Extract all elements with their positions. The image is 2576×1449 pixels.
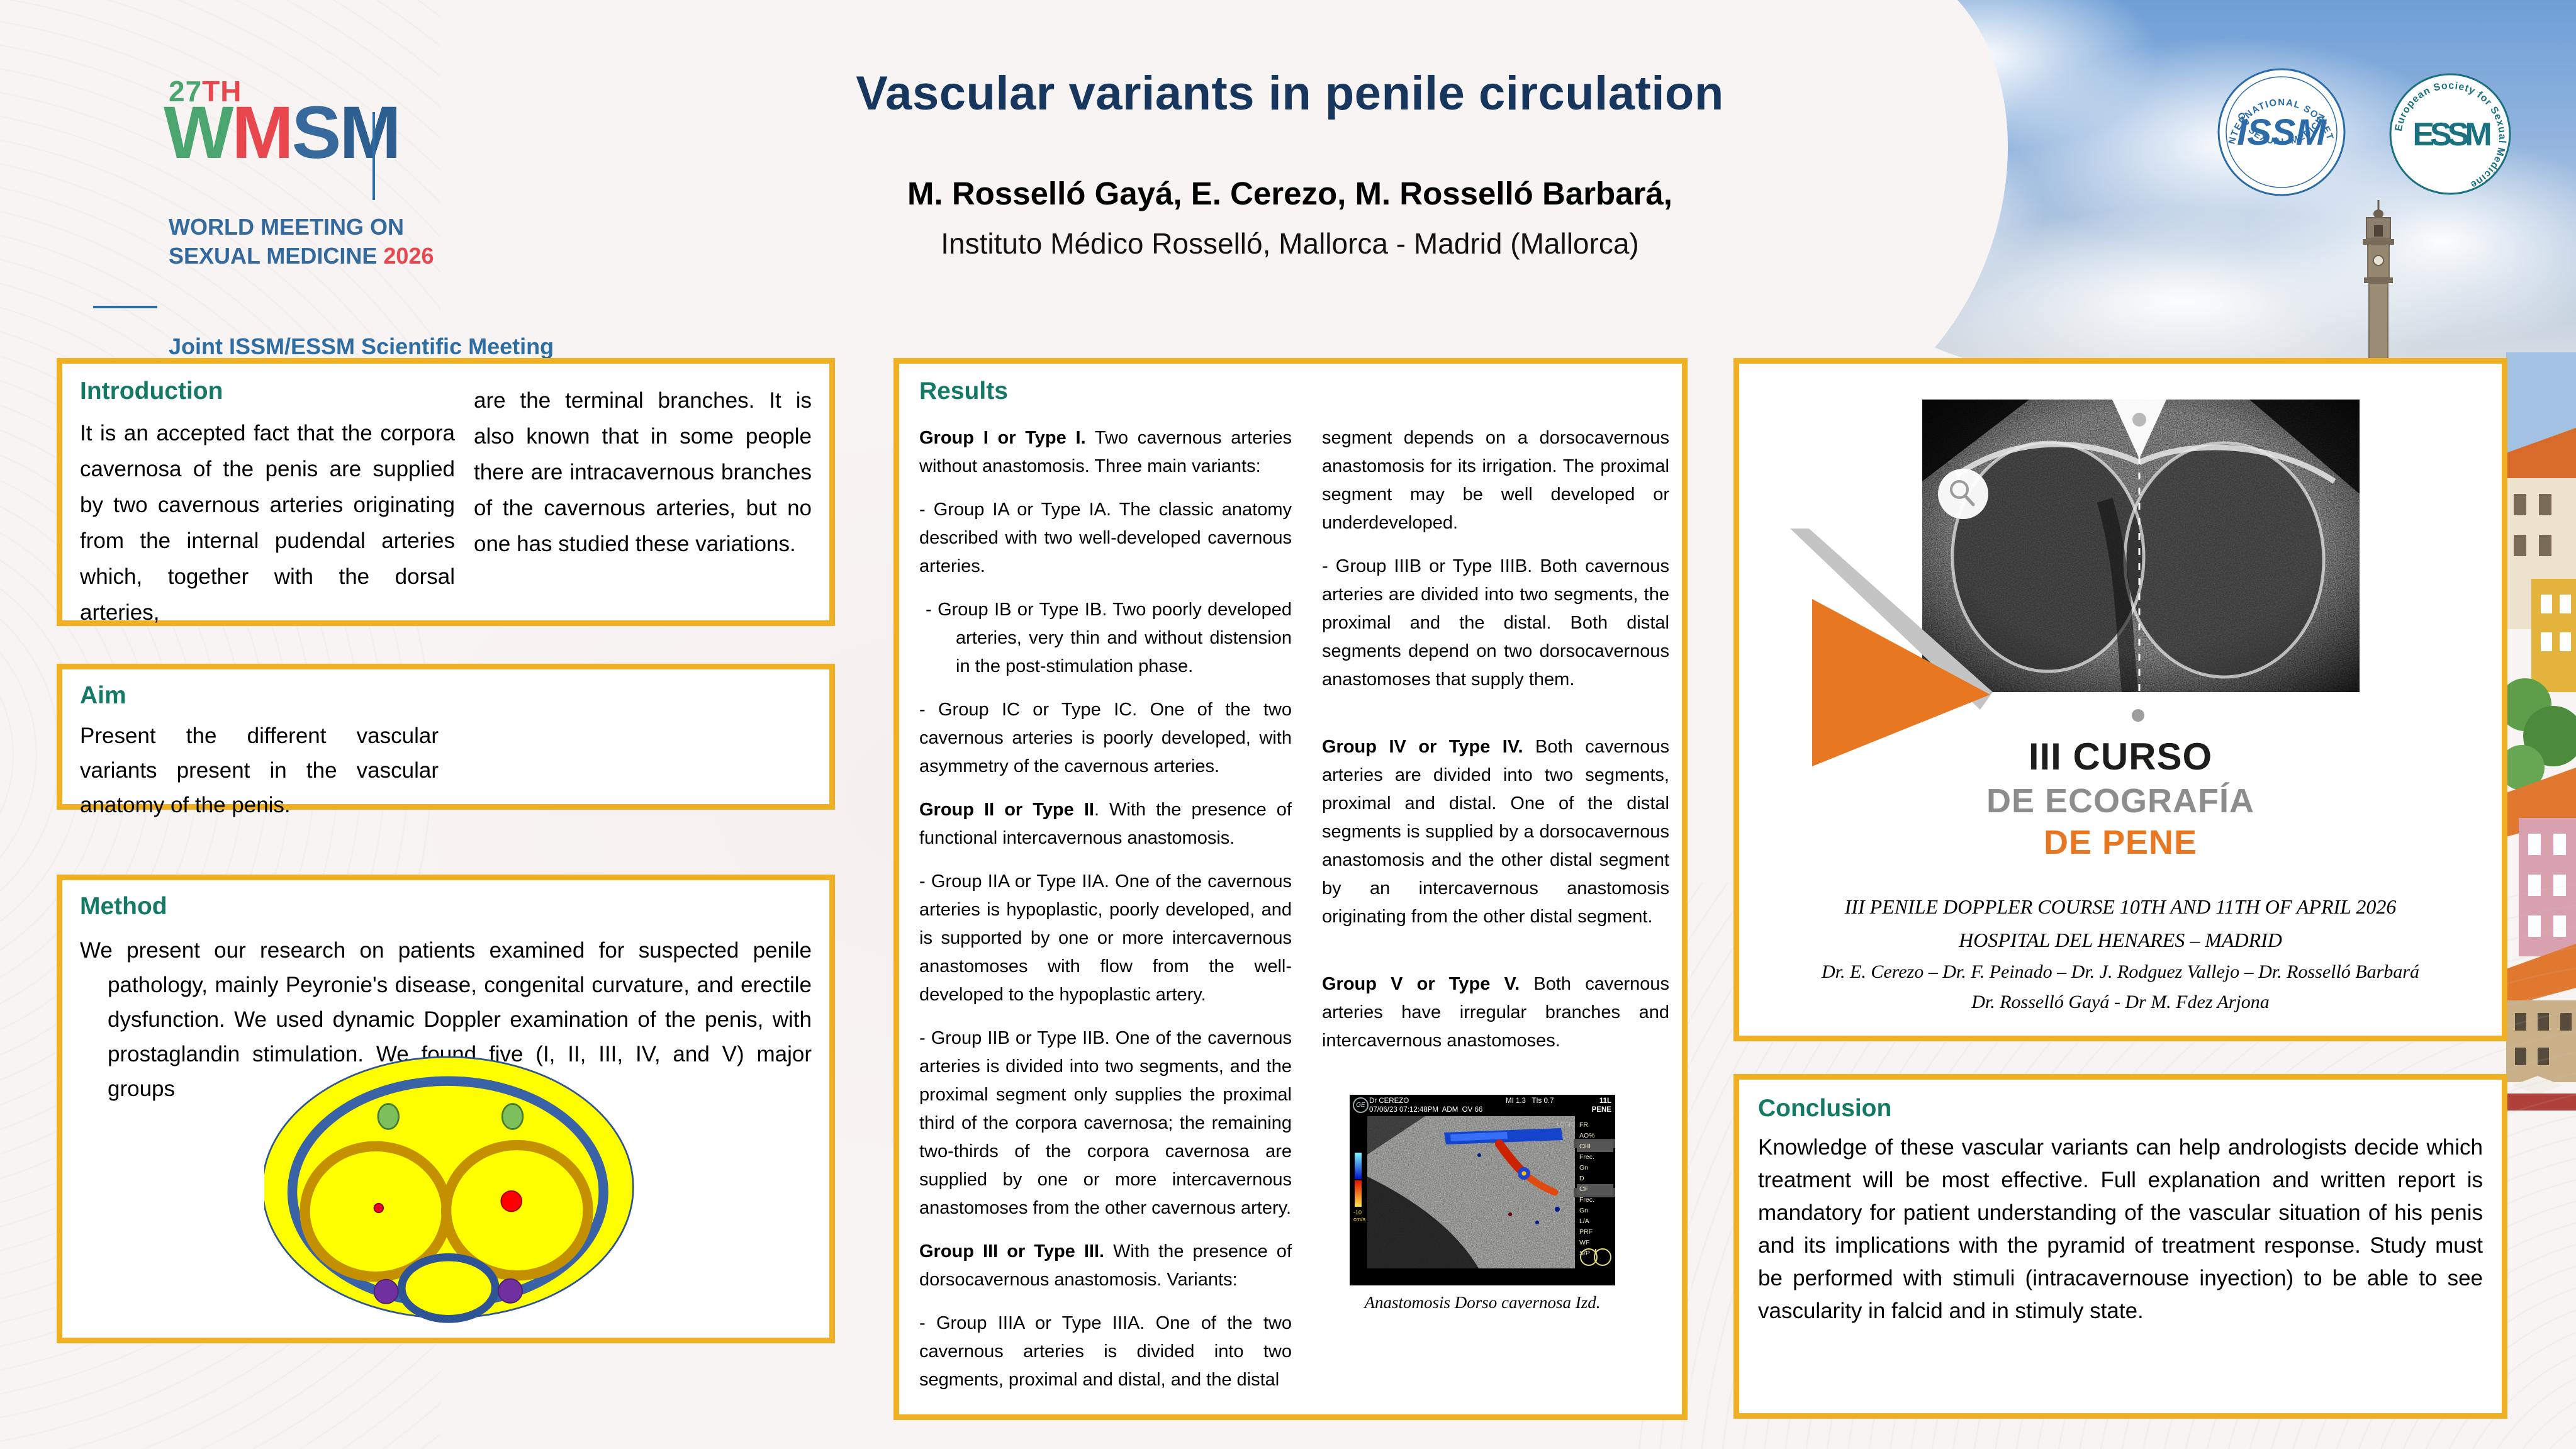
doppler-side-panel: FR AO% CHI Frec. Gn D CF Frec. Gn L/A PRF WF S/P: [1577, 1120, 1613, 1259]
tower-graphic: [2363, 200, 2394, 365]
results-paragraph: - Group IIA or Type IIA. One of the cave…: [919, 871, 1292, 1005]
introduction-box: Introduction It is an accepted fact that…: [57, 358, 835, 626]
doppler-side-label: CF: [1577, 1184, 1613, 1195]
doppler-graphic: [1350, 1095, 1615, 1285]
method-text: We present our research on patients exam…: [80, 938, 812, 1101]
penis-cross-section-diagram: [261, 1041, 642, 1340]
essm-center-text: ESSM: [2412, 116, 2490, 153]
introduction-heading: Introduction: [80, 378, 223, 405]
doppler-side-label: Gn: [1579, 1164, 1589, 1172]
aim-box: Aim Present the different vascular varia…: [57, 664, 835, 817]
results-paragraph: Group II or Type II. With the presence o…: [919, 800, 1292, 848]
wmsm-meeting-line: Joint ISSM/ESSM Scientific Meeting: [169, 333, 554, 359]
issm-center-text: ISSM: [2237, 112, 2327, 153]
results-column-2: segment depends on a dorsocavernous anas…: [1322, 424, 1669, 1070]
flyer-title-line-2: DE ECOGRAFÍA: [1986, 782, 2255, 820]
wmsm-rule: [93, 306, 157, 308]
cityscape-photo: [2499, 352, 2576, 1111]
flyer-course-line: III PENILE DOPPLER COURSE 10TH AND 11TH …: [1844, 895, 2397, 918]
wmsm-divider: [372, 112, 375, 200]
flyer-dot: [2132, 709, 2144, 722]
results-paragraph: Group III or Type III. With the presence…: [919, 1241, 1292, 1290]
flyer-faculty-line-1: Dr. E. Cerezo – Dr. F. Peinado – Dr. J. …: [1822, 961, 2419, 982]
flyer-hospital-line: HOSPITAL DEL HENARES – MADRID: [1959, 929, 2282, 951]
cityscape-graphic: [2499, 352, 2576, 1111]
method-heading: Method: [80, 893, 167, 920]
doppler-side-label: Frec.: [1579, 1153, 1594, 1161]
doppler-mi-tis: MI 1.3 TIs 0.7: [1506, 1097, 1554, 1105]
wmsm-edition: 27TH: [169, 75, 242, 108]
doppler-operator: Dr CEREZO: [1369, 1097, 1409, 1105]
wmsm-subtitle-2: SEXUAL MEDICINE 2026: [169, 243, 434, 269]
ge-logo: GE: [1353, 1097, 1369, 1113]
results-column-1: Group I or Type I. Two cavernous arterie…: [919, 424, 1292, 1409]
method-box: Method We present our research on patien…: [57, 875, 835, 1343]
results-paragraph: segment depends on a dorsocavernous anas…: [1322, 428, 1669, 533]
doppler-figure: GE Dr CEREZO 07/06/23 07:12:48PM ADM OV …: [1350, 1095, 1615, 1312]
results-paragraph: Group V or Type V. Both cavernous arteri…: [1322, 974, 1670, 1051]
doppler-ultrasound-image: GE Dr CEREZO 07/06/23 07:12:48PM ADM OV …: [1350, 1095, 1615, 1285]
results-paragraph: - Group IIB or Type IIB. One of the cave…: [919, 1028, 1292, 1218]
doppler-side-label: CHI: [1577, 1141, 1613, 1152]
essm-logo: European Society for Sexual Medicine ESS…: [2388, 72, 2512, 196]
poster-title: Vascular variants in penile circulation: [856, 67, 1724, 120]
doppler-datetime: 07/06/23 07:12:48PM ADM OV 66: [1369, 1106, 1483, 1114]
results-paragraph: Group IV or Type IV. Both cavernous arte…: [1322, 737, 1669, 927]
conclusion-text: Knowledge of these vascular variants can…: [1758, 1135, 2483, 1323]
doppler-side-label: L/A: [1579, 1217, 1589, 1225]
results-paragraph: - Group IA or Type IA. The classic anato…: [919, 500, 1292, 576]
wmsm-acronym: WMSM: [164, 91, 401, 174]
conclusion-box: Conclusion Knowledge of these vascular v…: [1733, 1074, 2507, 1419]
doppler-side-label: D: [1579, 1175, 1584, 1182]
doppler-side-label: Gn: [1579, 1207, 1589, 1214]
doppler-scale-unit: cm/s: [1353, 1216, 1365, 1222]
doppler-preset: PENE: [1591, 1106, 1611, 1114]
doppler-side-label: FR: [1579, 1121, 1588, 1129]
doppler-probe: 11L: [1599, 1097, 1611, 1105]
results-paragraph: - Group IIIA or Type IIIA. One of the tw…: [919, 1313, 1292, 1390]
results-heading: Results: [919, 378, 1008, 405]
doppler-brand: LOGIQ: [1557, 1121, 1575, 1127]
aim-text: Present the different vascular variants …: [80, 724, 439, 817]
conclusion-heading: Conclusion: [1758, 1095, 1892, 1122]
doppler-side-label: Frec.: [1579, 1196, 1594, 1204]
results-paragraph: - Group IB or Type IB. Two poorly develo…: [926, 600, 1292, 676]
doppler-scale-value: -10: [1353, 1209, 1362, 1216]
flyer-title-line-3: DE PENE: [2043, 824, 2198, 861]
doppler-caption: Anastomosis Dorso cavernosa Izd.: [1364, 1293, 1601, 1312]
flyer-faculty-line-2: Dr. Rosselló Gayá - Dr M. Fdez Arjona: [1971, 992, 2270, 1012]
flyer-ultrasound-image: [1922, 400, 2360, 695]
results-box: Results Group I or Type I. Two cavernous…: [893, 358, 1688, 1420]
flyer-title-line-1: III CURSO: [2028, 736, 2213, 778]
doppler-side-label: AO%: [1579, 1132, 1595, 1139]
doppler-side-label: S/P: [1579, 1250, 1590, 1257]
tower-photo: [2349, 200, 2408, 365]
poster-authors: M. Rosselló Gayá, E. Cerezo, M. Rosselló…: [907, 176, 1672, 211]
flyer-orange-arrow: [1790, 529, 1998, 783]
results-paragraph: - Group IC or Type IC. One of the two ca…: [919, 700, 1292, 776]
course-flyer-box: III CURSO DE ECOGRAFÍA DE PENE III PENIL…: [1733, 358, 2507, 1041]
wmsm-subtitle-1: WORLD MEETING ON: [169, 214, 404, 240]
aim-heading: Aim: [80, 682, 126, 709]
issm-logo: INTERNATIONAL SOCIETY FOR SEXUAL MEDICIN…: [2216, 67, 2347, 198]
results-paragraph: - Group IIIB or Type IIIB. Both cavernou…: [1322, 556, 1669, 690]
doppler-side-label: WF: [1579, 1239, 1590, 1246]
doppler-side-label: PRF: [1579, 1228, 1593, 1236]
introduction-col2-text: are the terminal branches. It is also kn…: [474, 388, 812, 556]
poster-affiliation: Instituto Médico Rosselló, Mallorca - Ma…: [941, 227, 1639, 260]
introduction-col1-text: It is an accepted fact that the corpora …: [80, 421, 455, 625]
results-paragraph: Group I or Type I. Two cavernous arterie…: [919, 428, 1292, 476]
